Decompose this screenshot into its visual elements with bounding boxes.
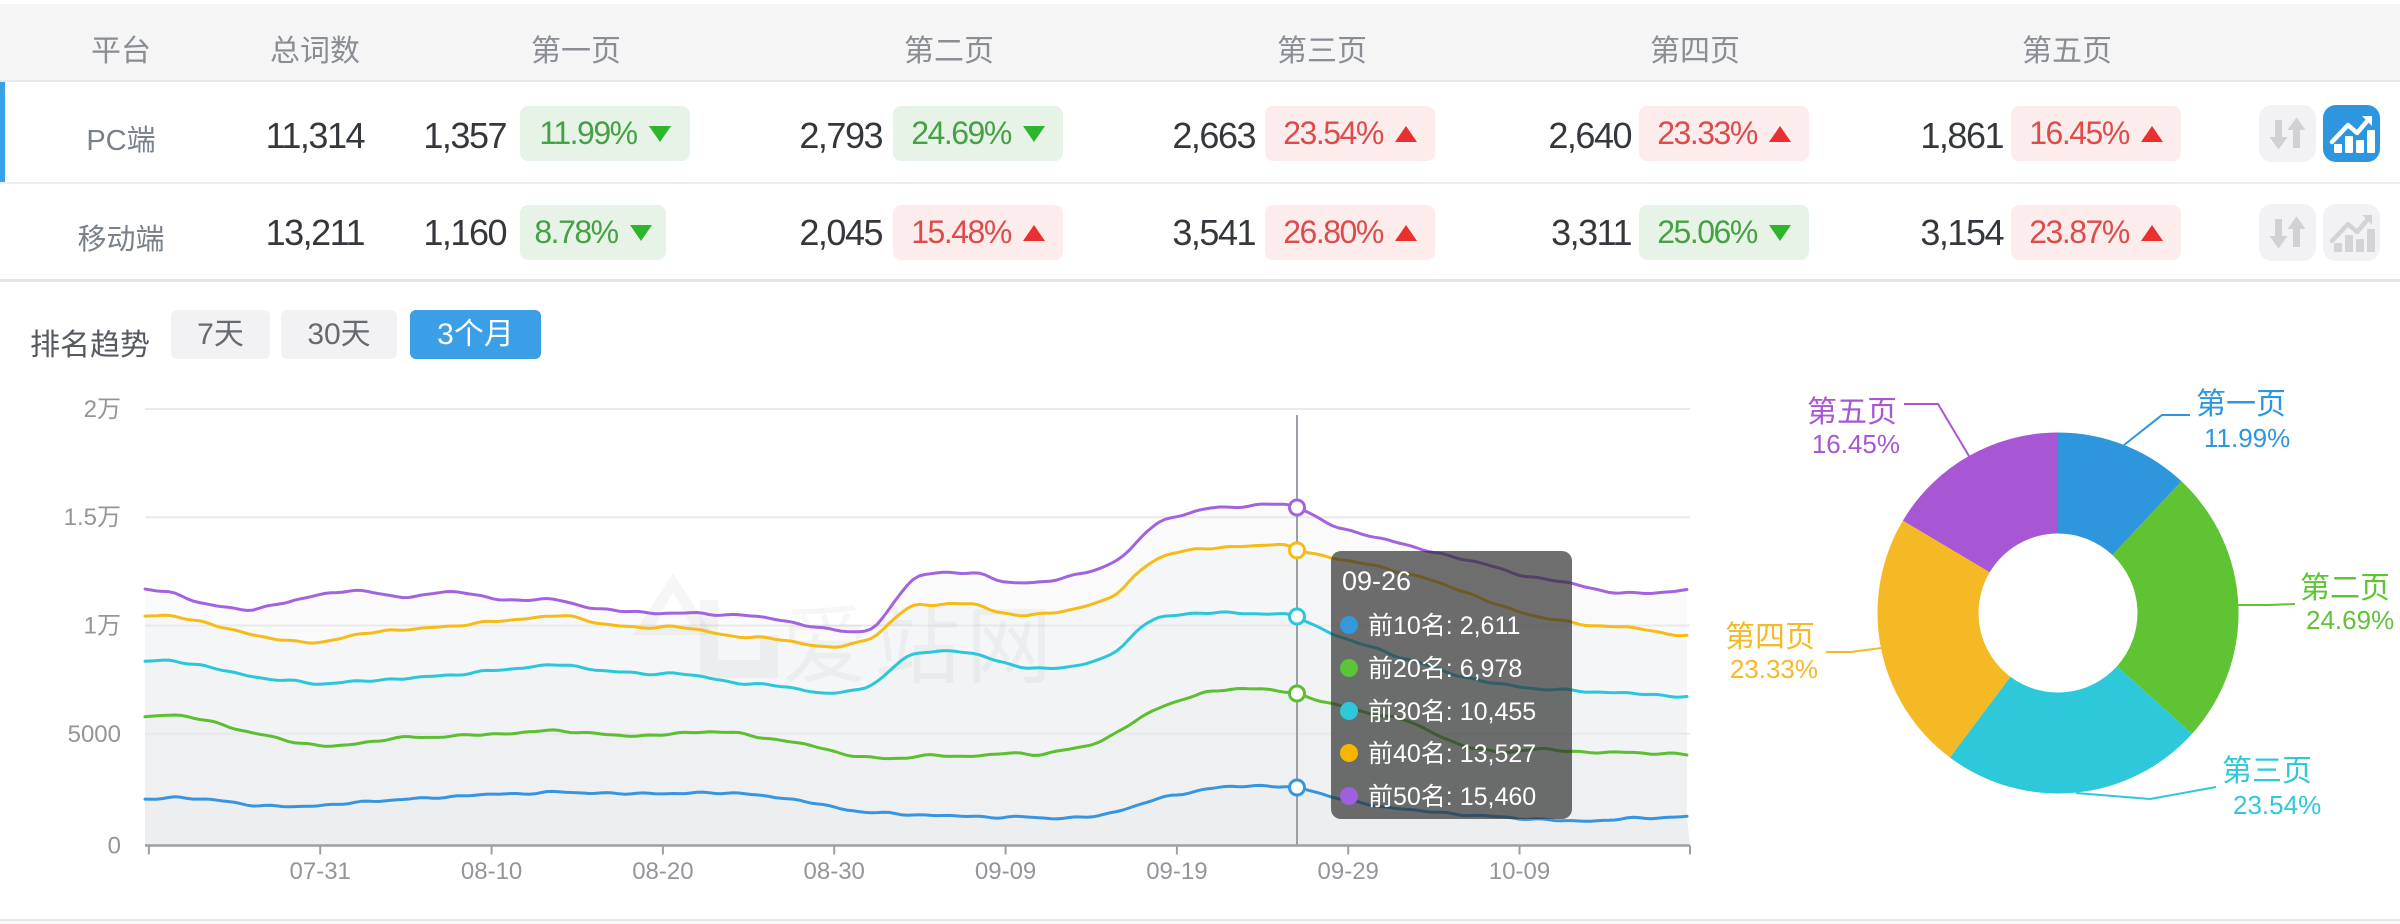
svg-text:第五页: 第五页 (1807, 396, 1897, 429)
svg-text:前40名: 13,527: 前40名: 13,527 (1368, 740, 1536, 768)
svg-text:前10名: 2,611: 前10名: 2,611 (1368, 612, 1520, 640)
svg-text:09-26: 09-26 (1342, 566, 1411, 596)
svg-text:第四页: 第四页 (1725, 621, 1815, 654)
svg-text:23.54%: 23.54% (2233, 790, 2321, 820)
svg-text:前20名: 6,978: 前20名: 6,978 (1368, 655, 1522, 683)
svg-text:24.69%: 24.69% (2306, 605, 2394, 635)
svg-text:09-09: 09-09 (975, 858, 1036, 885)
svg-text:1.5万: 1.5万 (64, 504, 121, 531)
svg-text:08-20: 08-20 (632, 858, 693, 885)
svg-text:第三页: 第三页 (2222, 755, 2312, 788)
svg-text:第二页: 第二页 (2300, 572, 2390, 605)
svg-text:2万: 2万 (84, 396, 121, 423)
svg-text:第一页: 第一页 (2196, 388, 2286, 421)
svg-text:09-29: 09-29 (1318, 858, 1379, 885)
svg-text:前30名: 10,455: 前30名: 10,455 (1368, 698, 1536, 726)
svg-text:10-09: 10-09 (1489, 858, 1550, 885)
svg-text:前50名: 15,460: 前50名: 15,460 (1368, 783, 1536, 811)
svg-text:23.33%: 23.33% (1730, 654, 1818, 684)
svg-text:11.99%: 11.99% (2204, 423, 2290, 453)
svg-text:16.45%: 16.45% (1812, 429, 1900, 459)
svg-text:1万: 1万 (84, 613, 121, 640)
svg-text:08-30: 08-30 (804, 858, 865, 885)
svg-text:0: 0 (108, 833, 121, 860)
svg-text:08-10: 08-10 (461, 858, 522, 885)
svg-text:07-31: 07-31 (290, 858, 351, 885)
svg-text:5000: 5000 (68, 721, 121, 748)
svg-text:09-19: 09-19 (1146, 858, 1207, 885)
